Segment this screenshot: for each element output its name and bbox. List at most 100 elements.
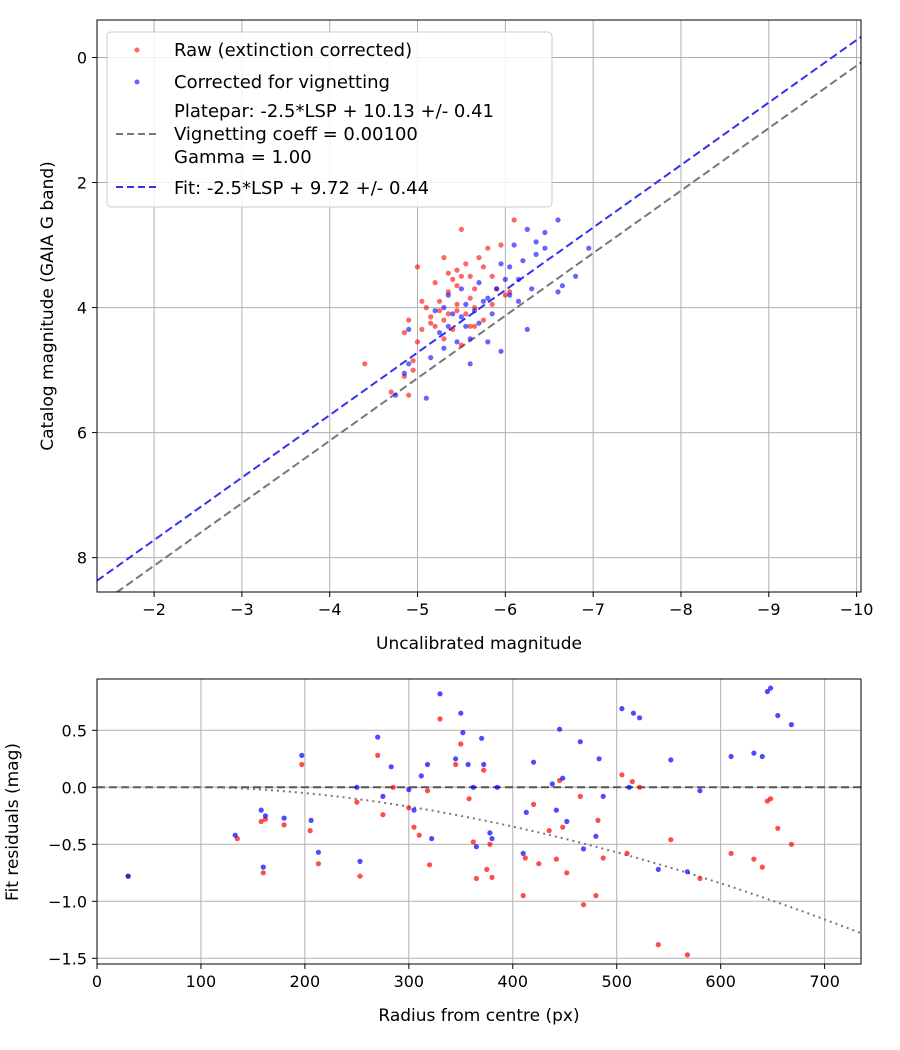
- data-point: [502, 276, 508, 282]
- data-point: [458, 741, 464, 747]
- data-point: [458, 226, 464, 232]
- data-point: [432, 323, 438, 329]
- x-tick-label: 200: [290, 972, 321, 991]
- data-point: [546, 828, 552, 834]
- data-point: [406, 361, 412, 367]
- calibration-ticks: −2 −3 −4 −5 −6 −7 −8 −9 −10 0 2 4 6 8: [77, 49, 874, 619]
- data-point: [393, 392, 399, 398]
- series-line-2: [115, 61, 861, 592]
- data-point: [498, 242, 504, 248]
- data-point: [465, 761, 471, 768]
- data-point: [299, 761, 305, 768]
- data-point: [437, 691, 443, 697]
- data-point: [467, 323, 473, 329]
- data-point: [463, 311, 469, 317]
- data-point: [751, 856, 757, 862]
- data-point: [560, 824, 566, 830]
- data-point: [549, 781, 555, 787]
- data-point: [473, 844, 479, 850]
- legend-box: [106, 31, 553, 208]
- data-point: [481, 761, 487, 768]
- data-point: [445, 292, 451, 298]
- data-point: [564, 870, 570, 876]
- data-point: [418, 773, 424, 779]
- data-point: [299, 752, 305, 759]
- data-point: [476, 320, 482, 326]
- data-point: [533, 251, 539, 257]
- data-point: [410, 367, 416, 373]
- data-point: [775, 712, 781, 719]
- data-point: [507, 292, 513, 298]
- data-point: [600, 855, 606, 861]
- data-point: [416, 832, 422, 838]
- data-point: [458, 314, 464, 320]
- data-point: [759, 864, 765, 870]
- data-point: [580, 902, 587, 908]
- data-point: [480, 298, 486, 304]
- residuals-lines: [97, 786, 861, 935]
- data-point: [555, 217, 561, 223]
- y-tick-label: −1.0: [48, 892, 87, 911]
- data-point: [586, 245, 592, 251]
- data-point: [494, 784, 500, 790]
- data-point: [458, 286, 464, 292]
- y-tick-label: 2: [77, 174, 87, 193]
- data-point: [593, 893, 599, 899]
- data-point: [484, 866, 490, 873]
- data-point: [388, 389, 394, 395]
- data-point: [489, 874, 495, 881]
- data-point: [406, 317, 412, 323]
- data-point: [522, 855, 528, 861]
- x-tick-label: 600: [705, 972, 736, 991]
- data-point: [630, 710, 637, 716]
- x-tick-label: −7: [581, 600, 605, 619]
- data-point: [476, 255, 482, 261]
- calibration-chart: −2 −3 −4 −5 −6 −7 −8 −9 −10 0 2 4 6 8 Uncalibrated ma…: [38, 19, 874, 654]
- data-point: [555, 289, 561, 295]
- y-tick-label: 0: [77, 49, 87, 68]
- data-point: [531, 801, 537, 808]
- x-tick-label: 400: [498, 972, 529, 991]
- data-point: [637, 715, 643, 721]
- data-point: [577, 739, 583, 745]
- data-point: [487, 830, 493, 836]
- data-point: [406, 787, 412, 793]
- data-point: [573, 273, 579, 279]
- data-point: [432, 308, 438, 314]
- data-point: [419, 326, 425, 332]
- data-point: [454, 283, 460, 289]
- data-point: [624, 850, 630, 857]
- data-point: [487, 841, 493, 847]
- data-point: [697, 788, 703, 794]
- data-point: [560, 775, 566, 781]
- data-point: [470, 784, 476, 790]
- residuals-chart: 0 100 200 300 400 500 600 700 0.5 0.0 −0.5 −1.0 −1.5…: [3, 678, 862, 1026]
- calibration-legend: Raw (extinction corrected) Corrected for…: [106, 31, 553, 208]
- data-point: [437, 716, 443, 722]
- data-point: [480, 317, 486, 323]
- data-point: [390, 784, 396, 790]
- data-point: [354, 799, 360, 805]
- data-point: [454, 267, 460, 273]
- data-point: [580, 846, 587, 852]
- data-point: [436, 308, 443, 314]
- data-point: [764, 688, 771, 695]
- data-point: [428, 355, 434, 361]
- data-point: [494, 286, 500, 292]
- data-point: [536, 861, 542, 867]
- data-point: [424, 761, 431, 768]
- data-point: [629, 779, 635, 785]
- data-point: [515, 298, 522, 304]
- data-point: [476, 280, 482, 286]
- data-point: [445, 323, 451, 329]
- data-point: [428, 320, 434, 326]
- data-point: [436, 330, 443, 336]
- legend-label-corrected: Corrected for vignetting: [174, 72, 390, 93]
- data-point: [454, 339, 460, 345]
- data-point: [511, 217, 517, 223]
- data-point: [728, 850, 734, 857]
- data-point: [595, 817, 601, 824]
- data-point: [380, 793, 386, 800]
- legend-marker-raw: [134, 47, 140, 53]
- y-tick-label: −1.5: [48, 949, 87, 968]
